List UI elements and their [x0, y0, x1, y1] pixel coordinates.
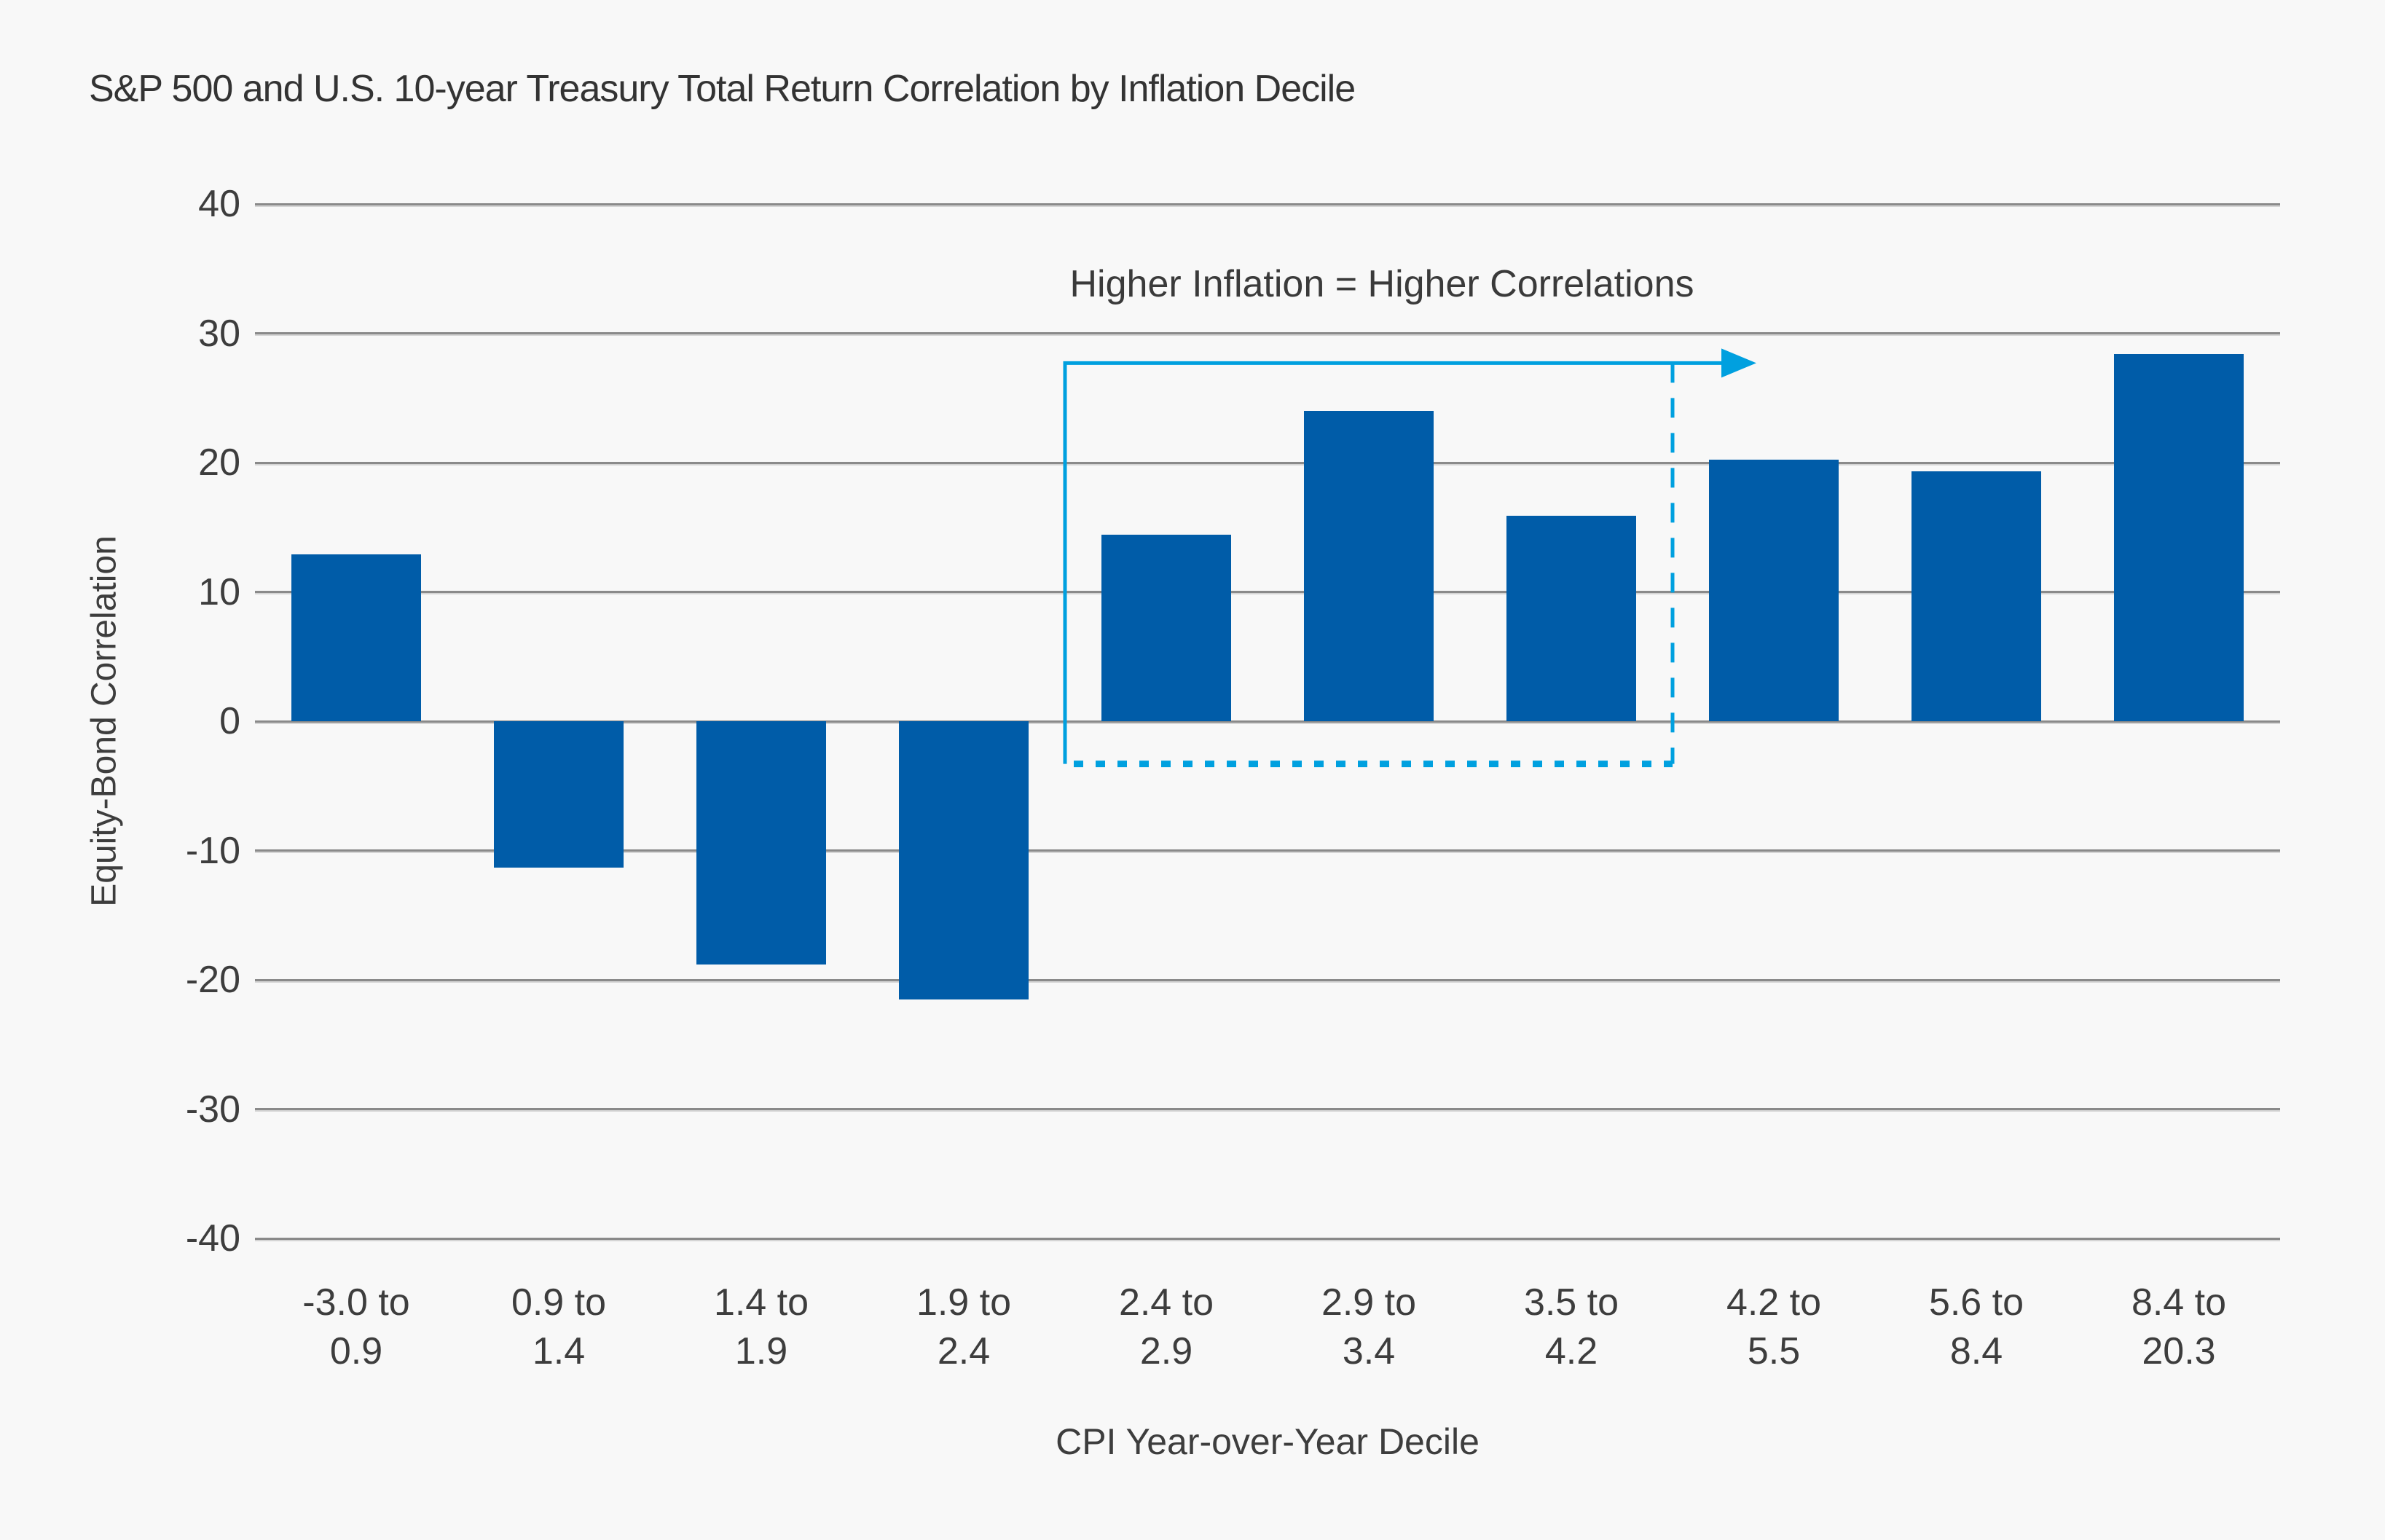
y-tick-label: 30 — [198, 312, 240, 355]
y-tick-label: -30 — [185, 1088, 240, 1131]
gridline — [255, 203, 2280, 205]
y-tick-label: 40 — [198, 183, 240, 225]
gridline — [255, 461, 2280, 464]
bar — [291, 554, 421, 721]
x-tick-label: -3.0 to 0.9 — [302, 1281, 410, 1372]
bar — [1304, 411, 1434, 721]
bar — [696, 721, 826, 965]
bar — [1709, 460, 1839, 721]
x-tick-label: 8.4 to 20.3 — [2131, 1281, 2227, 1372]
x-tick-label: 0.9 to 1.4 — [511, 1281, 607, 1372]
bar — [1506, 515, 1636, 721]
x-tick-label: 2.4 to 2.9 — [1118, 1281, 1214, 1372]
x-tick-label: 5.6 to 8.4 — [1928, 1281, 2024, 1372]
x-tick-label: 1.9 to 2.4 — [916, 1281, 1012, 1372]
gridline — [255, 1237, 2280, 1240]
bar — [1911, 471, 2041, 721]
x-tick-label: 2.9 to 3.4 — [1321, 1281, 1417, 1372]
gridline — [255, 978, 2280, 981]
x-axis-title: CPI Year-over-Year Decile — [1056, 1421, 1480, 1462]
bar — [2114, 353, 2244, 721]
y-tick-label: 10 — [198, 570, 240, 613]
x-tick-label: 3.5 to 4.2 — [1523, 1281, 1619, 1372]
y-tick-label: -40 — [185, 1217, 240, 1260]
gridline — [255, 1108, 2280, 1110]
y-tick-label: -20 — [185, 959, 240, 1001]
y-tick-label: 20 — [198, 441, 240, 484]
arrow-head-icon — [1721, 348, 1756, 378]
x-tick-label: 4.2 to 5.5 — [1726, 1281, 1822, 1372]
bar — [494, 721, 624, 868]
y-tick-label: -10 — [185, 829, 240, 872]
bar — [1101, 535, 1231, 721]
chart-title: S&P 500 and U.S. 10-year Treasury Total … — [89, 68, 1356, 110]
annotation-label: Higher Inflation = Higher Correlations — [1069, 263, 1694, 305]
bar — [899, 721, 1029, 999]
gridline — [255, 849, 2280, 852]
gridline — [255, 332, 2280, 334]
x-tick-label: 1.4 to 1.9 — [713, 1281, 809, 1372]
y-tick-label: 0 — [219, 700, 240, 742]
